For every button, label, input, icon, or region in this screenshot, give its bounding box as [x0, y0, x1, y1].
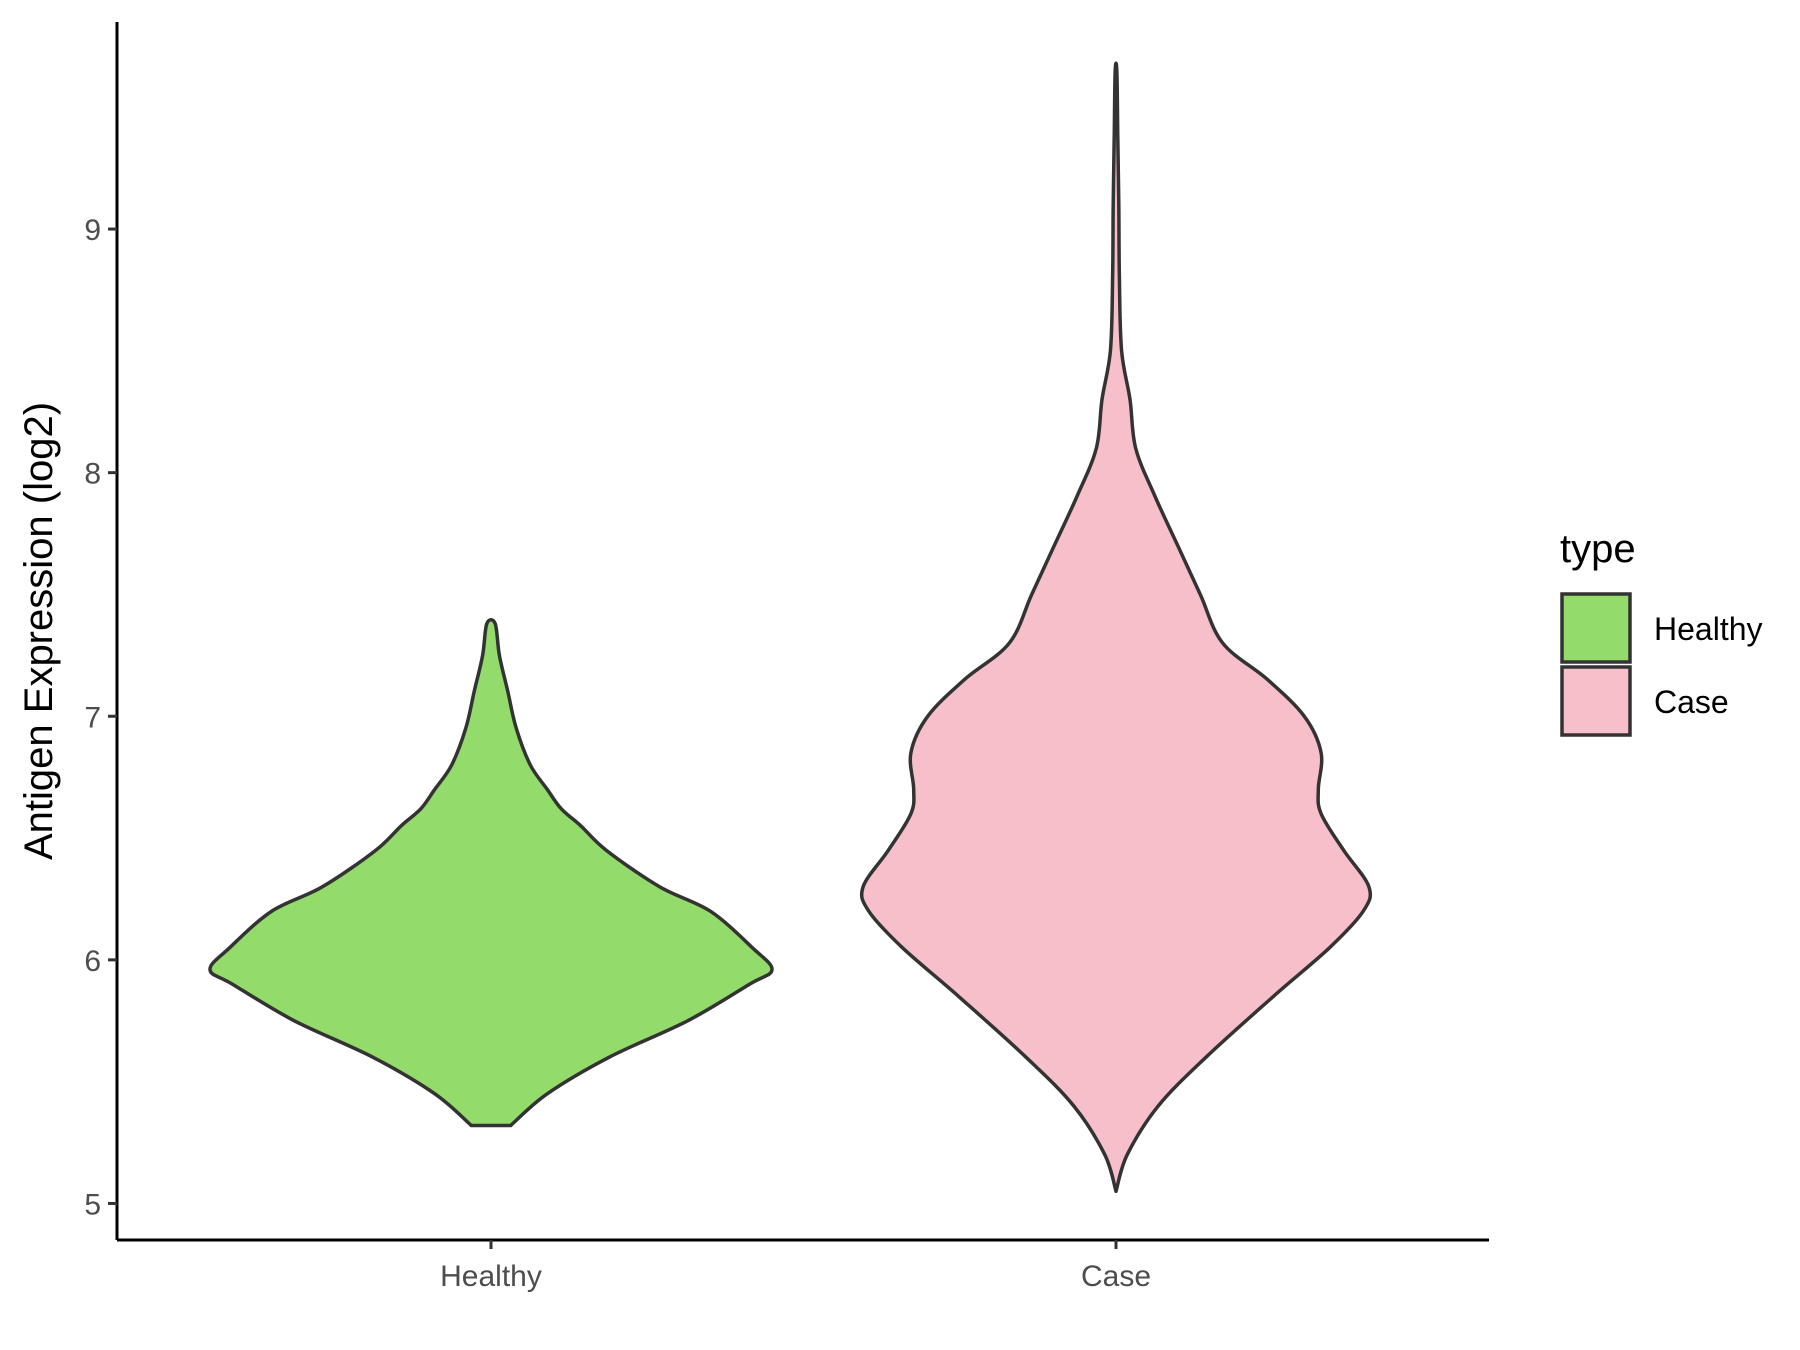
x-tick-label: Case [1081, 1260, 1151, 1293]
y-tick-label: 5 [84, 1188, 101, 1221]
y-tick-group: 5 6 7 8 9 [84, 214, 117, 1221]
x-tick-label: Healthy [440, 1260, 542, 1293]
violin-healthy [208, 618, 774, 1128]
y-tick-label: 7 [84, 701, 101, 734]
legend-title: type [1560, 527, 1636, 571]
violin-case [859, 61, 1373, 1194]
y-axis-title: Antigen Expression (log2) [17, 402, 61, 860]
y-tick-label: 8 [84, 458, 101, 491]
legend-swatch-healthy [1560, 592, 1632, 664]
legend: type Healthy Case [1560, 527, 1763, 737]
legend-entries: Healthy Case [1560, 592, 1763, 737]
y-tick-label: 6 [84, 945, 101, 978]
legend-label-healthy: Healthy [1654, 611, 1763, 647]
x-tick-group: Healthy Case [440, 1240, 1151, 1293]
y-tick-label: 9 [84, 214, 101, 247]
violin-layer [208, 61, 1373, 1194]
legend-swatch-case [1560, 665, 1632, 737]
legend-label-case: Case [1654, 684, 1729, 720]
